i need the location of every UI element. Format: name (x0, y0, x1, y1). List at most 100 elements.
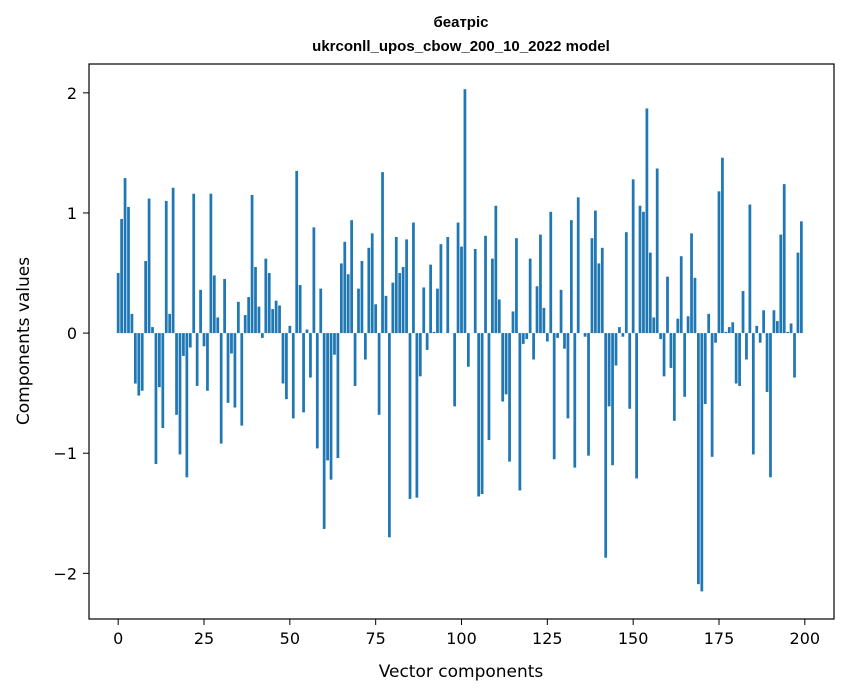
bar (717, 191, 721, 334)
bar (782, 184, 786, 334)
bar (302, 333, 305, 413)
bar (422, 287, 426, 334)
bar (281, 333, 285, 384)
bar (436, 288, 439, 334)
bar (563, 333, 566, 349)
bar (202, 333, 206, 347)
y-axis-ticks: −2 −1 0 1 2 (53, 84, 89, 583)
bar (628, 333, 632, 409)
bar (800, 221, 803, 334)
bar (772, 310, 776, 334)
bar (741, 291, 745, 334)
bar (710, 333, 714, 457)
bar (683, 333, 687, 397)
bar (216, 317, 220, 334)
y-tick-label: −1 (53, 444, 77, 463)
bar (158, 333, 161, 388)
bar (243, 315, 247, 334)
bar (161, 333, 165, 428)
bar (480, 333, 484, 495)
bar (339, 263, 343, 334)
bar (178, 333, 182, 455)
bar (206, 333, 209, 391)
bar (758, 333, 762, 343)
bar (384, 295, 388, 334)
bar (786, 331, 790, 334)
bar (133, 333, 137, 384)
bar (690, 233, 693, 334)
x-tick-label: 25 (194, 629, 214, 648)
bar (405, 239, 408, 334)
bar (370, 233, 374, 334)
bar (432, 331, 436, 334)
y-tick-label: 2 (67, 84, 77, 103)
bar (429, 264, 432, 334)
bar (446, 236, 450, 334)
bar (518, 333, 522, 491)
bar (693, 277, 697, 334)
x-tick-label: 200 (790, 629, 821, 648)
bar (751, 333, 755, 455)
bar (140, 333, 144, 391)
bar (793, 333, 796, 378)
bar (456, 222, 460, 334)
bar (539, 234, 542, 334)
bar (775, 321, 779, 334)
bar (528, 258, 532, 334)
bar (703, 333, 707, 404)
bar (408, 333, 412, 499)
chart-title-line1: беатріс (434, 14, 489, 31)
x-tick-label: 0 (113, 629, 123, 648)
bar (724, 331, 728, 334)
bar (439, 244, 443, 334)
bar (247, 297, 251, 334)
bar (326, 333, 329, 461)
bar (504, 333, 508, 395)
bar (212, 275, 216, 334)
bar (350, 220, 354, 334)
bar (257, 306, 261, 334)
bar (298, 285, 302, 334)
bar (573, 333, 577, 468)
bar (329, 333, 333, 480)
bar (762, 310, 765, 334)
bar (199, 289, 202, 334)
bar (154, 333, 158, 465)
bar (240, 333, 244, 426)
bar (377, 333, 381, 415)
bar (645, 108, 649, 334)
bar (552, 333, 556, 460)
bar (587, 333, 590, 456)
bar (271, 309, 275, 334)
bar (401, 267, 405, 334)
bar (511, 311, 515, 334)
bar (559, 289, 563, 334)
bar (230, 333, 233, 354)
bar (182, 333, 185, 356)
bar (648, 252, 652, 334)
bar (164, 200, 168, 334)
bar (789, 323, 793, 334)
bar (669, 333, 673, 368)
bar (604, 333, 608, 558)
y-tick-label: 0 (67, 324, 77, 343)
bar (250, 194, 254, 334)
bar (473, 249, 477, 334)
bar (171, 187, 175, 334)
bar (600, 247, 604, 334)
bar (748, 204, 752, 334)
bar (226, 333, 230, 403)
bar (545, 333, 549, 342)
bar (360, 261, 364, 334)
bar (721, 157, 724, 334)
bar (151, 327, 154, 334)
bar (491, 258, 494, 334)
y-tick-label: −2 (53, 564, 77, 583)
bar (707, 313, 711, 334)
bar (700, 333, 704, 592)
bar (576, 197, 580, 334)
bar (666, 276, 669, 334)
bar (734, 333, 738, 384)
